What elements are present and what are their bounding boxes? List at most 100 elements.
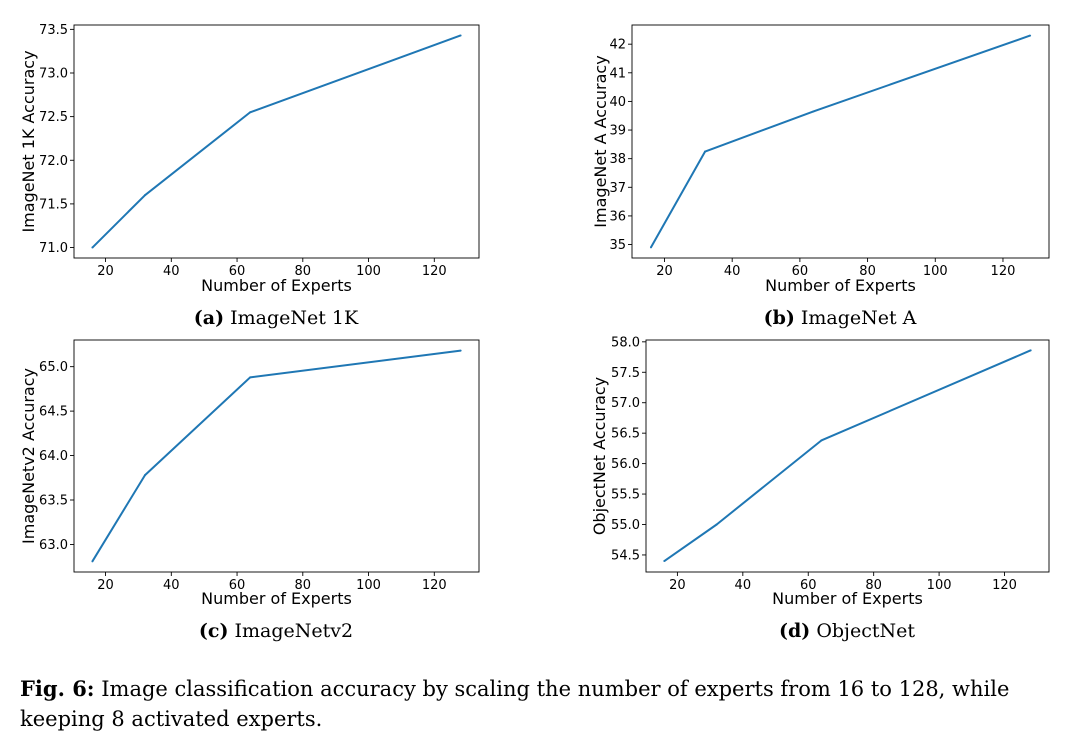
panel-d-subcaption: (d) ObjectNet [779, 620, 915, 642]
panel-d-x-tick-label: 60 [800, 578, 817, 593]
panel-d-x-tick-label: 40 [735, 578, 752, 593]
panel-b-y-tick-label: 36 [609, 209, 626, 224]
panel-b-y-tick-label: 37 [609, 181, 626, 196]
panel-b-data-point [1029, 34, 1032, 37]
panel-d-y-tick-label: 57.0 [611, 396, 640, 411]
panel-b-x-tick-label: 60 [792, 264, 809, 279]
panel-c-y-axis-label: ImageNetv2 Accuracy [19, 368, 38, 544]
panel-d-data-point [715, 523, 718, 526]
panel-c-subcaption-label: (c) [199, 620, 229, 642]
panel-b-data-point [649, 246, 652, 249]
panel-d-x-tick-label: 80 [865, 578, 882, 593]
panel-a-y-tick-label: 73.0 [39, 66, 68, 81]
panel-a-x-tick-label: 60 [229, 264, 246, 279]
panel-a-data-point [249, 111, 252, 114]
panel-d-data-point [1029, 349, 1032, 352]
panel-c-data-point [249, 376, 252, 379]
panel-b-x-tick-label: 40 [724, 264, 741, 279]
panel-b-x-axis-label: Number of Experts [765, 276, 916, 295]
panel-c: 20 40 60 80 100 120 63.0 63.5 64.0 64.5 65.0 Number… [19, 339, 480, 642]
panel-b-y-tick-label: 42 [609, 38, 626, 53]
panel-b-y-tick-label: 35 [609, 238, 626, 253]
panel-a-subcaption: (a) ImageNet 1K [194, 307, 359, 329]
panel-d-subcaption-label: (d) [779, 620, 810, 642]
panel-b-subcaption-label: (b) [764, 307, 795, 329]
figure-caption-label: Fig. 6: [20, 676, 95, 701]
panel-c-data-point [459, 349, 462, 352]
panel-b-plot-frame [631, 24, 1050, 259]
panel-d-y-tick-label: 55.0 [611, 518, 640, 533]
panel-c-y-tick-label: 65.0 [39, 360, 68, 375]
panel-a-y-tick-label: 73.5 [39, 23, 68, 38]
panel-d-y-axis-label: ObjectNet Accuracy [590, 377, 609, 535]
figure-caption-text: Image classification accuracy by scaling… [20, 677, 1010, 731]
panel-c-y-tick-label: 63.0 [39, 538, 68, 553]
panel-a-y-tick-label: 72.5 [39, 110, 68, 125]
panel-d-y-tick-label: 56.0 [611, 457, 640, 472]
panel-c-subcaption-title: ImageNetv2 [228, 620, 353, 642]
panel-d-data-point [663, 560, 666, 563]
panel-a-y-tick-label: 71.0 [39, 241, 68, 256]
panel-d-y-tick-label: 56.5 [611, 427, 640, 442]
panel-c-y-tick-label: 64.5 [39, 405, 68, 420]
panel-b-data-point [812, 110, 815, 113]
panel-a-x-tick-label: 100 [356, 264, 381, 279]
panel-d-y-tick-label: 54.5 [611, 548, 640, 563]
panel-d-data-point [820, 439, 823, 442]
panel-c-y-tick-label: 63.5 [39, 494, 68, 509]
panel-d-y-tick-label: 57.5 [611, 366, 640, 381]
panel-c-x-tick-label: 60 [229, 578, 246, 593]
panel-b-subcaption-title: ImageNet A [795, 307, 917, 329]
panel-c-x-tick-label: 40 [163, 578, 180, 593]
panel-a-plot-frame [73, 24, 480, 259]
panel-c-y-tick-label: 64.0 [39, 449, 68, 464]
panel-d-x-axis-label: Number of Experts [772, 589, 923, 608]
panel-a-x-tick-label: 40 [163, 264, 180, 279]
panel-a-data-point [91, 246, 94, 249]
panel-d-x-tick-label: 20 [669, 578, 686, 593]
panel-c-x-tick-label: 80 [295, 578, 312, 593]
panel-d-x-tick-label: 120 [992, 578, 1017, 593]
panel-b-x-tick-label: 100 [923, 264, 948, 279]
panel-c-series-line [91, 349, 461, 562]
panel-b-x-tick-label: 20 [656, 264, 673, 279]
panel-c-data-point [91, 560, 94, 563]
panel-c-data-point [144, 474, 147, 477]
panel-d-y-tick-label: 58.0 [611, 335, 640, 350]
panel-b-y-tick-label: 41 [609, 66, 626, 81]
panel-b-y-tick-label: 39 [609, 124, 626, 139]
figure-caption: Fig. 6: Image classification accuracy by… [20, 674, 1060, 734]
panel-a-data-point [144, 194, 147, 197]
panel-b: 20 40 60 80 100 120 35 36 37 38 39 40 41 42 Number of … [591, 24, 1050, 329]
panel-c-x-axis-label: Number of Experts [201, 589, 352, 608]
panel-d-plot-frame [645, 339, 1050, 573]
panel-b-series-line [650, 34, 1031, 248]
panel-b-x-tick-label: 120 [991, 264, 1016, 279]
panel-c-x-tick-label: 120 [422, 578, 447, 593]
panel-a-subcaption-title: ImageNet 1K [224, 307, 359, 329]
panel-c-subcaption: (c) ImageNetv2 [199, 620, 353, 642]
panel-d-y-tick-label: 55.5 [611, 488, 640, 503]
panel-a-x-axis-label: Number of Experts [201, 276, 352, 295]
panel-a-series-line [91, 34, 461, 249]
panel-d: 20 40 60 80 100 120 54.5 55.0 55.5 56.0 56.5 57.0 57… [590, 335, 1050, 642]
panel-b-x-tick-label: 80 [859, 264, 876, 279]
panel-c-x-tick-label: 100 [356, 578, 381, 593]
panel-b-y-tick-label: 38 [609, 152, 626, 167]
panel-a-x-tick-label: 120 [422, 264, 447, 279]
panel-a-data-point [459, 34, 462, 37]
panel-a-y-axis-label: ImageNet 1K Accuracy [19, 50, 38, 232]
panel-b-subcaption: (b) ImageNet A [764, 307, 917, 329]
panel-b-y-axis-label: ImageNet A Accuracy [591, 55, 610, 227]
panel-c-x-tick-label: 20 [97, 578, 114, 593]
panel-a-x-tick-label: 80 [295, 264, 312, 279]
panel-a-x-tick-label: 20 [97, 264, 114, 279]
panel-d-subcaption-title: ObjectNet [810, 620, 915, 642]
panel-d-series-line [663, 349, 1032, 562]
panel-a-subcaption-label: (a) [194, 307, 224, 329]
panel-b-y-tick-label: 40 [609, 95, 626, 110]
panel-a-y-tick-label: 72.0 [39, 154, 68, 169]
panel-b-data-point [704, 150, 707, 153]
panel-a-y-tick-label: 71.5 [39, 197, 68, 212]
